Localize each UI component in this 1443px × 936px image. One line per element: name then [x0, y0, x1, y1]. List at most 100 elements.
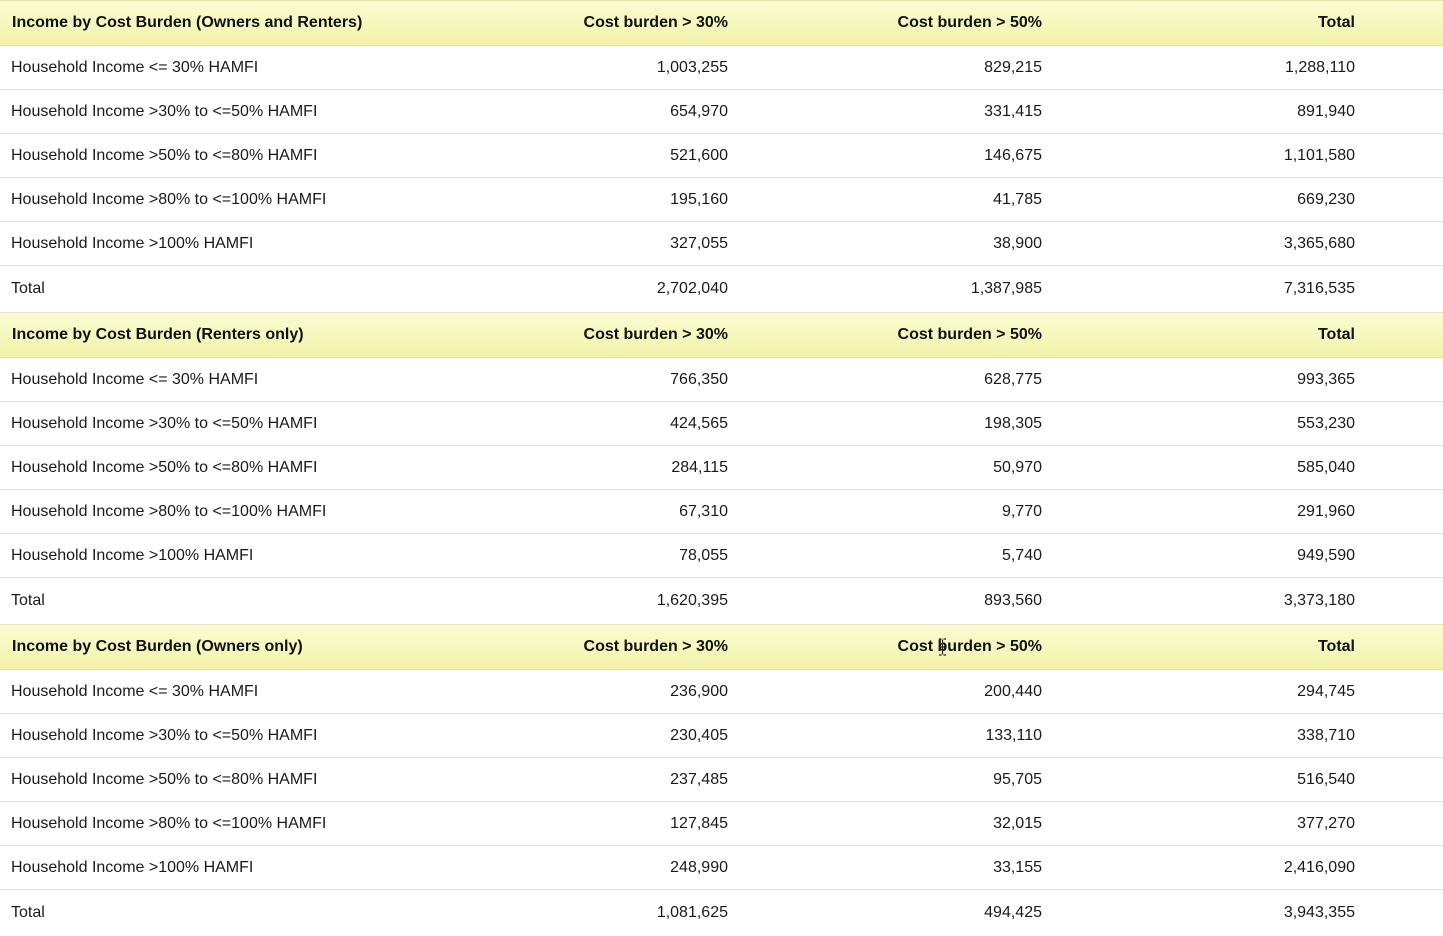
row-label: Household Income >30% to <=50% HAMFI [0, 90, 460, 134]
row-value: 654,970 [460, 90, 740, 134]
row-spacer [1367, 446, 1443, 490]
row-value: 200,440 [740, 670, 1054, 714]
row-value: 230,405 [460, 714, 740, 758]
row-label: Household Income >50% to <=80% HAMFI [0, 758, 460, 802]
row-value: 195,160 [460, 178, 740, 222]
row-value: 50,970 [740, 446, 1054, 490]
row-value: 291,960 [1054, 490, 1367, 534]
row-value: 127,845 [460, 802, 740, 846]
row-value: 32,015 [740, 802, 1054, 846]
row-value: 669,230 [1054, 178, 1367, 222]
row-label: Total [0, 266, 460, 313]
section-title: Income by Cost Burden (Renters only) [0, 313, 460, 358]
row-value: 553,230 [1054, 402, 1367, 446]
row-value: 891,940 [1054, 90, 1367, 134]
section-header-row: Income by Cost Burden (Renters only)Cost… [0, 313, 1443, 358]
row-value: 2,702,040 [460, 266, 740, 313]
row-label: Total [0, 578, 460, 625]
section-title: Income by Cost Burden (Owners only) [0, 625, 460, 670]
column-header: Cost burden > 50% [740, 625, 1054, 670]
row-value: 3,943,355 [1054, 890, 1367, 936]
section-header-row: Income by Cost Burden (Owners only)Cost … [0, 625, 1443, 670]
column-header: Cost burden > 50% [740, 1, 1054, 46]
row-value: 248,990 [460, 846, 740, 890]
row-spacer [1367, 846, 1443, 890]
section-title: Income by Cost Burden (Owners and Renter… [0, 1, 460, 46]
row-spacer [1367, 358, 1443, 402]
row-spacer [1367, 758, 1443, 802]
row-value: 829,215 [740, 46, 1054, 90]
row-label: Household Income >80% to <=100% HAMFI [0, 178, 460, 222]
row-value: 198,305 [740, 402, 1054, 446]
row-label: Household Income <= 30% HAMFI [0, 670, 460, 714]
row-label: Household Income <= 30% HAMFI [0, 46, 460, 90]
column-header: Cost burden > 30% [460, 313, 740, 358]
row-value: 766,350 [460, 358, 740, 402]
row-value: 1,101,580 [1054, 134, 1367, 178]
row-value: 2,416,090 [1054, 846, 1367, 890]
row-label: Household Income >80% to <=100% HAMFI [0, 802, 460, 846]
row-spacer [1367, 402, 1443, 446]
row-value: 41,785 [740, 178, 1054, 222]
row-label: Household Income >50% to <=80% HAMFI [0, 446, 460, 490]
row-value: 949,590 [1054, 534, 1367, 578]
row-label: Household Income >100% HAMFI [0, 534, 460, 578]
row-value: 377,270 [1054, 802, 1367, 846]
row-spacer [1367, 134, 1443, 178]
row-value: 9,770 [740, 490, 1054, 534]
row-label: Household Income >100% HAMFI [0, 222, 460, 266]
row-value: 331,415 [740, 90, 1054, 134]
row-value: 133,110 [740, 714, 1054, 758]
row-spacer [1367, 178, 1443, 222]
row-spacer [1367, 490, 1443, 534]
row-value: 1,003,255 [460, 46, 740, 90]
column-header: Total [1054, 1, 1367, 46]
row-label: Household Income >30% to <=50% HAMFI [0, 714, 460, 758]
row-spacer [1367, 46, 1443, 90]
row-value: 893,560 [740, 578, 1054, 625]
row-value: 327,055 [460, 222, 740, 266]
row-label: Household Income >50% to <=80% HAMFI [0, 134, 460, 178]
row-value: 78,055 [460, 534, 740, 578]
row-value: 38,900 [740, 222, 1054, 266]
column-header: Cost burden > 30% [460, 1, 740, 46]
row-value: 33,155 [740, 846, 1054, 890]
row-label: Household Income >100% HAMFI [0, 846, 460, 890]
column-header: Total [1054, 313, 1367, 358]
row-value: 3,365,680 [1054, 222, 1367, 266]
row-value: 7,316,535 [1054, 266, 1367, 313]
header-spacer [1367, 625, 1443, 670]
row-value: 1,081,625 [460, 890, 740, 936]
row-value: 585,040 [1054, 446, 1367, 490]
row-spacer [1367, 90, 1443, 134]
row-value: 494,425 [740, 890, 1054, 936]
row-value: 95,705 [740, 758, 1054, 802]
column-header: Cost burden > 30% [460, 625, 740, 670]
row-value: 993,365 [1054, 358, 1367, 402]
row-value: 67,310 [460, 490, 740, 534]
row-value: 284,115 [460, 446, 740, 490]
row-value: 424,565 [460, 402, 740, 446]
row-value: 1,620,395 [460, 578, 740, 625]
row-spacer [1367, 714, 1443, 758]
row-value: 1,288,110 [1054, 46, 1367, 90]
